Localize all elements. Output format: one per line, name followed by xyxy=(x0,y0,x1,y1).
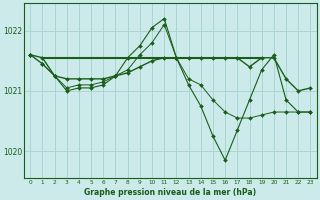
X-axis label: Graphe pression niveau de la mer (hPa): Graphe pression niveau de la mer (hPa) xyxy=(84,188,256,197)
